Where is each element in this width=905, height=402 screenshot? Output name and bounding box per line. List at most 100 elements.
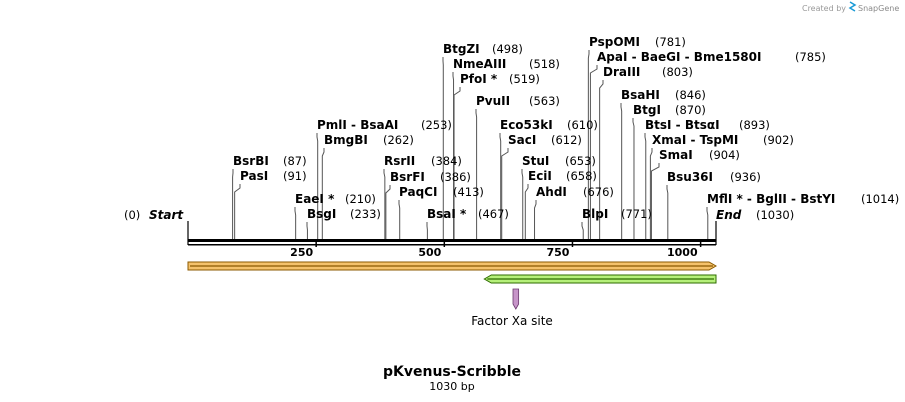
enzyme-name-paqci[interactable]: PaqCI — [399, 185, 437, 199]
enzyme-line-stui — [521, 169, 524, 239]
enzyme-name-bmgbi[interactable]: BmgBI — [324, 133, 368, 147]
snapgene-brand: SnapGene — [858, 4, 899, 13]
enzyme-pos-bsgi: (233) — [350, 207, 381, 221]
enzyme-line-eaei — [294, 207, 297, 239]
enzyme-pos-apai: (785) — [795, 50, 826, 64]
enzyme-pos-btgi: (870) — [675, 103, 706, 117]
enzyme-name-pfoi[interactable]: PfoI * — [460, 72, 498, 86]
enzyme-pos-saci: (612) — [551, 133, 582, 147]
enzyme-name-mfli[interactable]: MflI * - BglII - BstYI — [707, 192, 835, 206]
axis-ticks: 250 500 750 1000 — [290, 239, 702, 259]
enzyme-line-bsrfi — [385, 185, 391, 239]
enzyme-line-bsu36i — [666, 185, 669, 239]
enzyme-name-draiii[interactable]: DraIII — [603, 65, 640, 79]
enzyme-line-draiii — [599, 80, 604, 239]
enzyme-pos-paqci: (413) — [453, 185, 484, 199]
enzyme-name-rsrii[interactable]: RsrII — [384, 154, 415, 168]
enzyme-name-bsu36i[interactable]: Bsu36I — [667, 170, 713, 184]
enzyme-name-stui[interactable]: StuI — [522, 154, 549, 168]
enzyme-name-bsgi[interactable]: BsgI — [307, 207, 336, 221]
enzyme-pos-blpi: (771) — [621, 207, 652, 221]
enzyme-leader-lines — [232, 50, 709, 239]
start-label: Start — [149, 208, 184, 222]
enzyme-name-bsai[interactable]: BsaI * — [427, 207, 467, 221]
features — [187, 261, 718, 310]
enzyme-name-bsrfi[interactable]: BsrFI — [390, 170, 425, 184]
enzyme-line-blpi — [581, 222, 584, 239]
enzyme-labels: BtgZI (498)NmeAIII (518) PfoI * (519) PvuII (5… — [233, 35, 899, 221]
enzyme-pos-bsrbi: (87) — [283, 154, 307, 168]
enzyme-pos-stui: (653) — [565, 154, 596, 168]
snapgene-logo — [848, 1, 857, 12]
sequence-backbone — [187, 221, 717, 246]
axis-tick-label-250: 250 — [290, 246, 313, 259]
enzyme-line-smai — [650, 163, 660, 239]
enzyme-pos-pmli: (253) — [421, 118, 452, 132]
enzyme-line-saci — [501, 148, 509, 239]
enzyme-name-pmli[interactable]: PmlI - BsaAI — [317, 118, 398, 132]
enzyme-pos-rsrii: (384) — [431, 154, 462, 168]
enzyme-name-nmeaiii[interactable]: NmeAIII — [453, 57, 506, 71]
enzyme-pos-eco53ki: (610) — [567, 118, 598, 132]
plasmid-name: pKvenus-Scribble — [383, 364, 521, 380]
enzyme-name-ahdi[interactable]: AhdI — [536, 185, 567, 199]
enzyme-name-pspomi[interactable]: PspOMI — [589, 35, 640, 49]
enzyme-name-ecii[interactable]: EciI — [528, 169, 552, 183]
enzyme-line-btsi — [644, 133, 647, 239]
axis-tick-label-1000: 1000 — [667, 246, 698, 259]
enzyme-name-bsahi[interactable]: BsaHI — [621, 88, 660, 102]
enzyme-pos-smai: (904) — [709, 148, 740, 162]
enzyme-pos-btsi: (893) — [739, 118, 770, 132]
enzyme-line-btgi — [632, 118, 635, 239]
created-by-text: Created by — [802, 4, 846, 13]
enzyme-line-ahdi — [534, 200, 537, 239]
enzyme-name-eaei[interactable]: EaeI * — [295, 192, 335, 206]
enzyme-pos-btgzi: (498) — [492, 42, 523, 56]
enzyme-pos-nmeaiii: (518) — [529, 57, 560, 71]
feature-factor-xa-site[interactable] — [512, 288, 520, 310]
enzyme-line-bmgbi — [321, 148, 325, 239]
enzyme-name-blpi[interactable]: BlpI — [582, 207, 608, 221]
enzyme-name-btgzi[interactable]: BtgZI — [443, 42, 480, 56]
enzyme-pos-mfli: (1014) — [861, 192, 899, 206]
enzyme-pos-bsai: (467) — [478, 207, 509, 221]
enzyme-name-eco53ki[interactable]: Eco53kI — [500, 118, 553, 132]
enzyme-line-xmai — [649, 148, 653, 239]
enzyme-pos-xmai: (902) — [763, 133, 794, 147]
enzyme-name-bsrbi[interactable]: BsrBI — [233, 154, 269, 168]
enzyme-line-pmli — [316, 133, 319, 239]
enzyme-pos-bsu36i: (936) — [730, 170, 761, 184]
enzyme-name-xmai[interactable]: XmaI - TspMI — [652, 133, 738, 147]
enzyme-line-rsrii — [383, 169, 386, 239]
enzyme-line-apai — [589, 65, 598, 239]
enzyme-line-ecii — [524, 184, 529, 239]
enzyme-pos-pvuii: (563) — [529, 94, 560, 108]
enzyme-pos-pspomi: (781) — [655, 35, 686, 49]
enzyme-name-smai[interactable]: SmaI — [659, 148, 693, 162]
end-position: (1030) — [756, 208, 794, 222]
enzyme-name-pvuii[interactable]: PvuII — [476, 94, 510, 108]
enzyme-pos-bmgbi: (262) — [383, 133, 414, 147]
enzyme-name-btgi[interactable]: BtgI — [633, 103, 661, 117]
plasmid-length: 1030 bp — [429, 380, 474, 393]
enzyme-line-nmeaiii — [452, 72, 455, 239]
enzyme-line-bsahi — [620, 103, 623, 239]
enzyme-pos-ecii: (658) — [566, 169, 597, 183]
enzyme-name-apai[interactable]: ApaI - BaeGI - Bme1580I — [597, 50, 761, 64]
axis-tick-label-500: 500 — [418, 246, 441, 259]
enzyme-pos-bsahi: (846) — [675, 88, 706, 102]
enzyme-pos-draiii: (803) — [662, 65, 693, 79]
enzyme-line-eco53ki — [499, 133, 502, 239]
enzyme-line-paqci — [398, 200, 401, 239]
enzyme-name-pasi[interactable]: PasI — [240, 169, 268, 183]
enzyme-pos-bsrfi: (386) — [440, 170, 471, 184]
enzyme-line-pspomi — [587, 50, 590, 239]
start-position: (0) — [124, 208, 140, 222]
enzyme-name-btsi[interactable]: BtsI - BtsαI — [645, 118, 720, 132]
enzyme-name-saci[interactable]: SacI — [508, 133, 536, 147]
end-label: End — [716, 208, 742, 222]
enzyme-line-mfli — [706, 207, 709, 239]
enzyme-line-pfoi — [453, 87, 461, 239]
enzyme-line-pvuii — [475, 109, 478, 239]
